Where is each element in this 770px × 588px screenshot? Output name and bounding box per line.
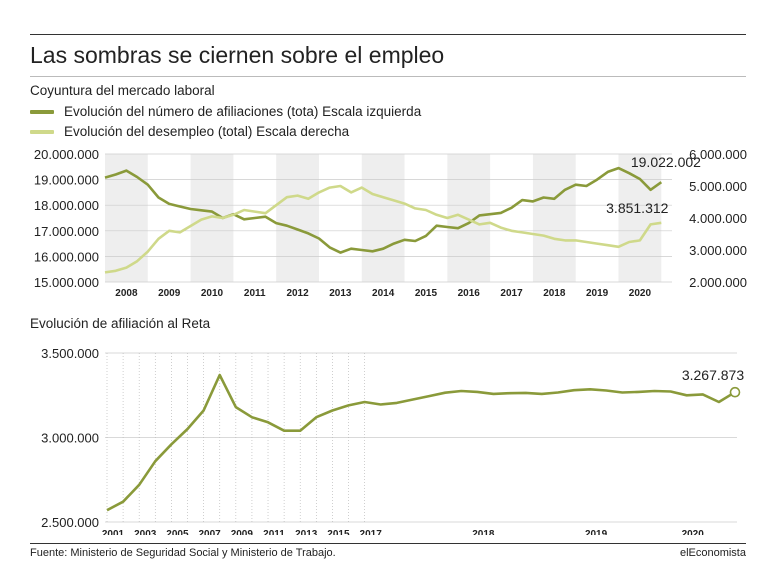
year-band	[447, 154, 491, 282]
x-tick-label: 2017	[500, 288, 523, 299]
x-tick-label: 2011	[263, 529, 285, 535]
y-tick-label: 2.500.000	[41, 515, 99, 530]
chart2-title: Evolución de afiliación al Reta	[30, 316, 211, 331]
page-title: Las sombras se ciernen sobre el empleo	[30, 42, 445, 68]
y-left-tick-label: 20.000.000	[34, 147, 99, 162]
x-tick-label: 2017	[360, 529, 383, 535]
x-tick-label: 2005	[166, 529, 189, 535]
y-left-tick-label: 19.000.000	[34, 173, 99, 188]
x-tick-label: 2009	[231, 529, 254, 535]
unemployment-line	[104, 184, 662, 274]
x-tick-label: 2011	[244, 288, 266, 299]
y-left-tick-label: 16.000.000	[34, 249, 99, 264]
legend-unemployment-label: Evolución del desempleo (total) Escala d…	[64, 124, 350, 139]
legend-affiliation-swatch	[30, 109, 54, 114]
x-tick-label: 2014	[372, 288, 395, 299]
reta-end-marker	[729, 386, 741, 398]
x-tick-label: 2008	[115, 288, 138, 299]
y-left-tick-label: 17.000.000	[34, 224, 99, 239]
x-tick-label: 2019	[585, 529, 608, 535]
year-band	[105, 154, 148, 282]
x-tick-label: 2009	[158, 288, 181, 299]
legend-affiliation: Evolución del número de afiliaciones (to…	[30, 104, 421, 119]
year-band	[618, 154, 662, 282]
legend-affiliation-label: Evolución del número de afiliaciones (to…	[64, 104, 422, 119]
affiliation-line	[104, 166, 663, 254]
x-tick-label: 2003	[134, 529, 157, 535]
x-tick-label: 2019	[586, 288, 609, 299]
affiliation-annotation: 19.022.002	[631, 154, 701, 170]
x-tick-label: 2016	[458, 288, 481, 299]
y-right-tick-label: 4.000.000	[689, 211, 747, 226]
x-tick-label: 2013	[295, 529, 318, 535]
y-right-tick-label: 6.000.000	[689, 147, 747, 162]
footer-rule	[30, 543, 746, 544]
x-tick-label: 2018	[543, 288, 566, 299]
y-tick-label: 3.500.000	[41, 346, 99, 361]
chart1-title: Coyuntura del mercado laboral	[30, 83, 215, 98]
y-right-tick-label: 5.000.000	[689, 179, 747, 194]
title-rule	[30, 76, 746, 77]
labor-market-chart: 20.000.000 19.000.000 18.000.000 17.000.000…	[34, 147, 747, 299]
x-tick-label: 2020	[629, 288, 652, 299]
legend-unemployment: Evolución del desempleo (total) Escala d…	[30, 124, 349, 139]
x-tick-label: 2007	[198, 529, 221, 535]
y-left-tick-label: 18.000.000	[34, 198, 99, 213]
year-band	[276, 154, 319, 282]
x-tick-label: 2020	[682, 529, 705, 535]
source-note: Fuente: Ministerio de Seguridad Social y…	[30, 547, 336, 559]
y-left-tick-label: 15.000.000	[34, 275, 99, 290]
x-tick-label: 2013	[329, 288, 352, 299]
y-tick-label: 3.000.000	[41, 431, 99, 446]
reta-annotation: 3.267.873	[682, 367, 744, 383]
legend-unemployment-swatch	[30, 129, 54, 134]
year-band	[532, 154, 576, 282]
top-rule	[30, 34, 746, 35]
x-tick-label: 2012	[286, 288, 309, 299]
x-tick-label: 2010	[201, 288, 224, 299]
unemployment-annotation: 3.851.312	[606, 200, 668, 216]
year-band	[361, 154, 405, 282]
x-tick-label: 2001	[102, 529, 125, 535]
y-right-tick-label: 2.000.000	[689, 275, 747, 290]
reta-line	[106, 373, 736, 512]
x-tick-label: 2015	[415, 288, 438, 299]
x-tick-label: 2015	[327, 529, 350, 535]
x-tick-label: 2018	[472, 529, 495, 535]
y-right-tick-label: 3.000.000	[689, 243, 747, 258]
brand-logo: elEconomista	[679, 547, 746, 559]
